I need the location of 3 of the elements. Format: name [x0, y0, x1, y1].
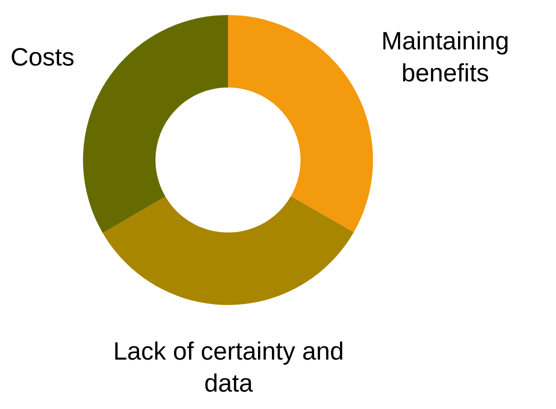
slice-label: Costs [12, 48, 74, 66]
slice-label: Maintaining benefits [383, 31, 508, 82]
slice-label: Lack of certainty and data [115, 341, 342, 392]
